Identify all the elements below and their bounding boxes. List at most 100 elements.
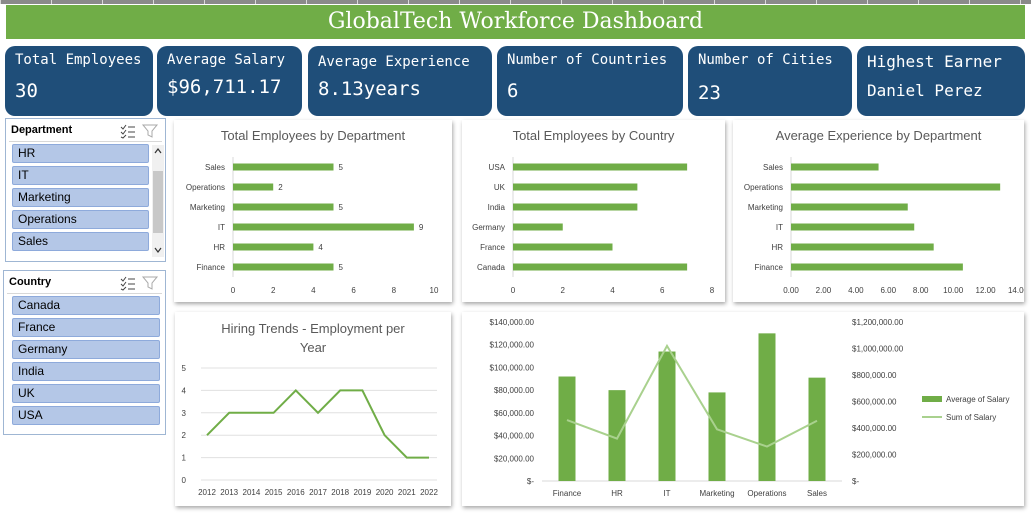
slicer-item-hr[interactable]: HR [12,144,149,163]
kpi-label: Total Employees [15,52,142,68]
category-label: UK [494,183,506,192]
slicer-divider [7,293,162,294]
scroll-up-icon[interactable] [154,148,162,154]
x-tick-label: 2015 [265,488,283,497]
x-tick-label: 2019 [354,488,372,497]
column-separator [306,0,307,4]
y-left-tick-label: $140,000.00 [490,318,535,327]
y-tick-label: 3 [182,409,187,418]
y-left-tick-label: $- [527,477,534,486]
clear-filter-icon[interactable] [141,124,159,138]
chart-employees-by-department[interactable]: Total Employees by Department Sales 5 Opera… [174,120,452,302]
y-right-tick-label: $400,000.00 [852,424,897,433]
category-label: HR [213,243,225,252]
bar [758,333,776,481]
column-separator [51,0,52,4]
column-separator [255,0,256,4]
chart-experience-by-department[interactable]: Average Experience by Department Sales Ope… [733,120,1024,302]
x-tick-label: 2022 [420,488,438,497]
slicer-item-germany[interactable]: Germany [12,340,160,359]
slicer-item-india[interactable]: India [12,362,160,381]
clear-filter-icon[interactable] [141,276,159,290]
bar [791,223,915,231]
category-label: Canada [477,263,506,272]
country-slicer: Country Canada France Germany India UK U… [3,270,166,435]
x-tick-label: 4.00 [848,286,864,295]
kpi-label: Average Salary [167,52,286,68]
kpi-value: $96,711.17 [167,76,282,98]
data-label: 4 [318,243,323,252]
bar [513,163,688,171]
x-tick-label: 6 [660,286,665,295]
x-tick-label: 10 [430,286,439,295]
slicer-item-canada[interactable]: Canada [12,296,160,315]
x-tick-label: 2 [561,286,566,295]
bar [791,263,963,271]
y-right-tick-label: $1,000,000.00 [852,345,904,354]
slicer-item-it[interactable]: IT [12,166,149,185]
column-separator [918,0,919,4]
x-tick-label: 2018 [331,488,349,497]
chart-hiring-trends[interactable]: Hiring Trends - Employment per Year 0 1 2 3 4 5… [175,312,451,506]
column-separator [867,0,868,4]
y-right-tick-label: $- [852,477,859,486]
column-separator [102,0,103,4]
category-label: France [480,243,505,252]
multi-select-icon[interactable] [120,124,135,139]
kpi-label: Highest Earner [867,52,1002,71]
category-label: Sales [205,163,225,172]
x-tick-label: 6 [351,286,356,295]
column-separator [714,0,715,4]
column-separator [459,0,460,4]
x-tick-label: 6.00 [880,286,896,295]
bar [791,163,879,171]
bar [233,163,334,171]
x-tick-label: 2012 [198,488,216,497]
kpi-value: 30 [15,80,38,102]
column-separator [0,0,1,4]
x-tick-label: 12.00 [976,286,997,295]
bar [513,223,563,231]
y-tick-label: 1 [182,454,187,463]
chart-title: Average Experience by Department [776,128,982,143]
slicer-scrollbar[interactable] [152,145,164,257]
x-tick-label: 2 [271,286,276,295]
x-tick-label: 8 [392,286,397,295]
chart-employees-by-country[interactable]: Total Employees by Country USA UK India Germ… [462,120,725,302]
series-line [566,343,818,448]
slicer-item-france[interactable]: France [12,318,160,337]
slicer-item-marketing[interactable]: Marketing [12,188,149,207]
multi-select-icon[interactable] [120,276,135,291]
chart-salary-by-department[interactable]: $- $20,000.00 $40,000.00 $60,000.00 $80,000.… [462,312,1024,506]
column-separator [969,0,970,4]
kpi-value: 6 [507,80,519,102]
column-separator [357,0,358,4]
slicer-title: Department [11,124,73,136]
bar [608,390,626,481]
slicer-item-sales[interactable]: Sales [12,232,149,251]
bar [658,351,676,481]
slicer-title: Country [9,276,52,288]
column-separator [663,0,664,4]
category-label: IT [663,489,670,498]
kpi-highest-earner: Highest Earner Daniel Perez [857,46,1025,116]
kpi-value: Daniel Perez [867,81,983,100]
y-left-tick-label: $80,000.00 [494,386,535,395]
dashboard-title: GlobalTech Workforce Dashboard [6,5,1025,39]
kpi-label: Number of Cities [698,52,833,68]
x-tick-label: 0.00 [783,286,799,295]
x-tick-label: 2017 [309,488,327,497]
category-label: Marketing [699,489,734,498]
legend-swatch [922,396,942,402]
x-tick-label: 14.00 [1008,286,1024,295]
category-label: Operations [747,489,786,498]
slicer-item-usa[interactable]: USA [12,406,160,425]
slicer-item-operations[interactable]: Operations [12,210,149,229]
x-tick-label: 2016 [287,488,305,497]
slicer-item-uk[interactable]: UK [12,384,160,403]
scroll-down-icon[interactable] [154,247,162,253]
x-tick-label: 8.00 [913,286,929,295]
scroll-thumb[interactable] [153,171,163,233]
y-tick-label: 4 [182,386,187,395]
category-label: India [488,203,506,212]
